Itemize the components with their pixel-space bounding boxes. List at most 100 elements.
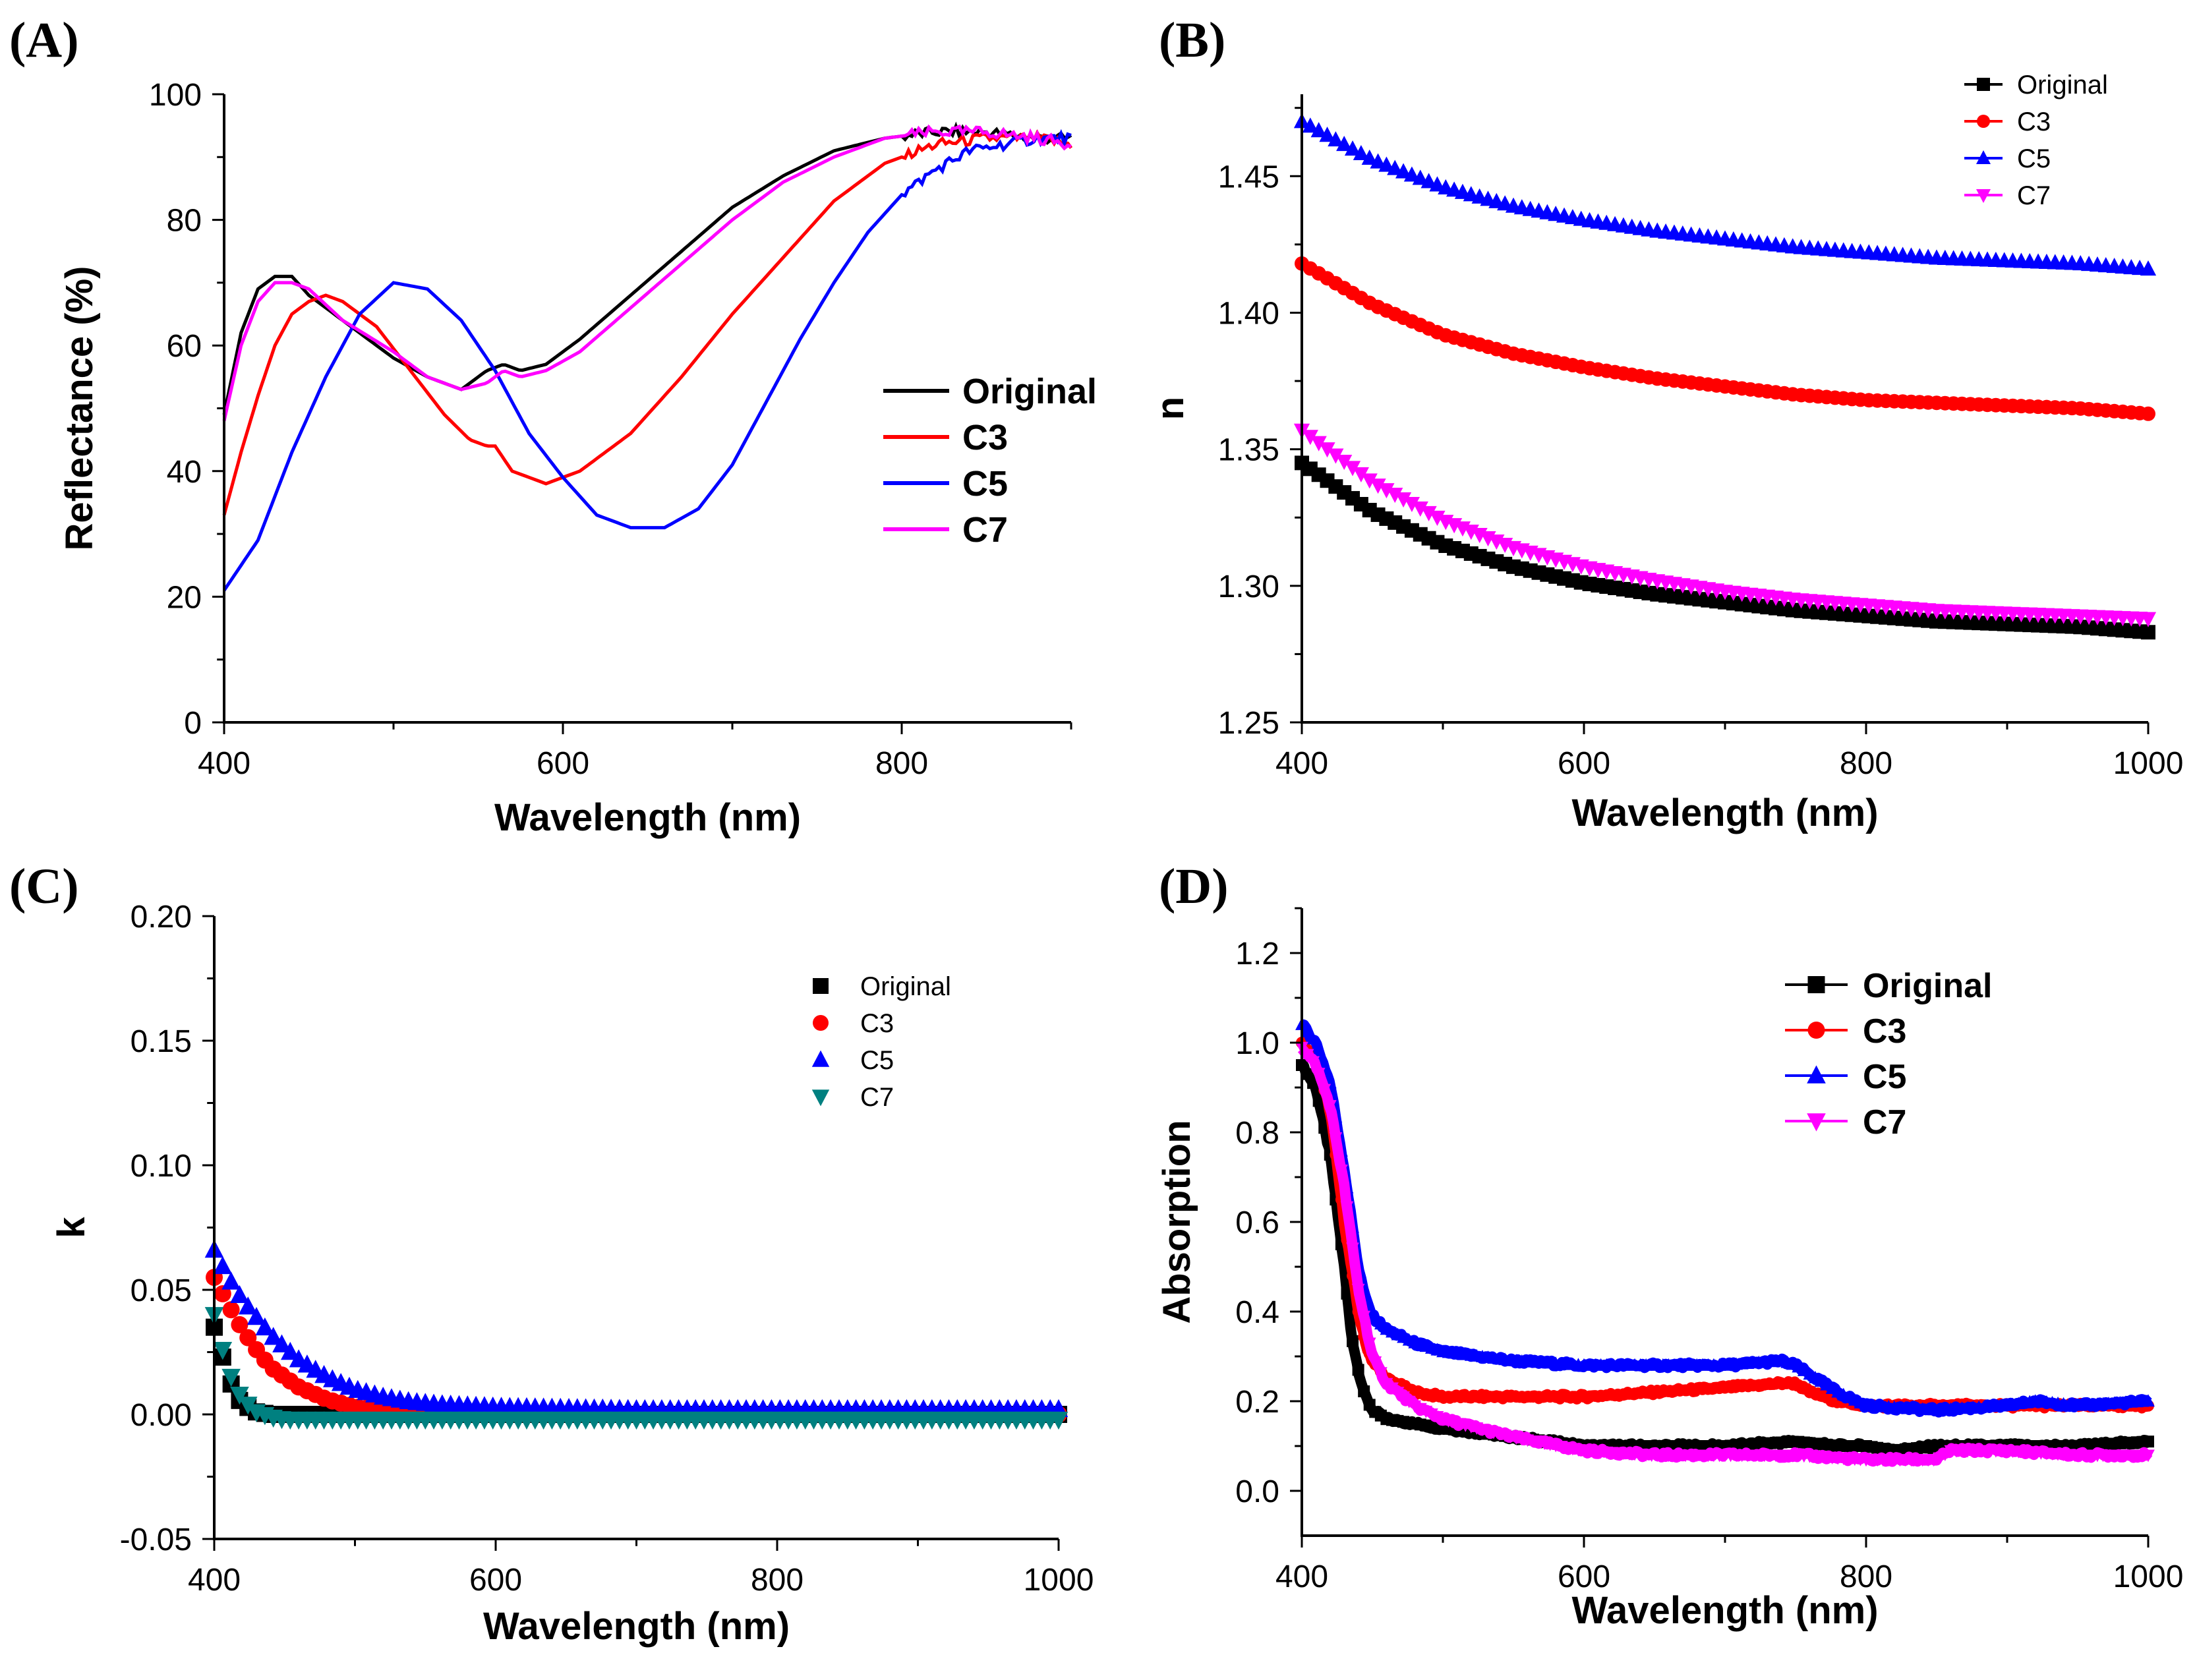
x-tick-label: 600 [537, 746, 589, 781]
series-c5-point [2140, 260, 2157, 276]
series-c5-point [1312, 1043, 1326, 1057]
legend: Original C3 C5 C7 [811, 972, 951, 1112]
series-c5-point [1370, 153, 1386, 169]
panel-1: (A) 400 600 800 0 20 40 60 80 100 Wavelength (nm) R… [9, 13, 1097, 839]
series-c5-point [213, 1256, 233, 1275]
legend-label-c3: C3 [1863, 1012, 1906, 1051]
series-group [1295, 1018, 2155, 1467]
legend-marker-c3 [1807, 1022, 1825, 1039]
y-axis-title: k [50, 1217, 93, 1238]
series-c5-point [272, 1334, 291, 1352]
y-tick-label: 1.40 [1218, 296, 1279, 331]
series-c5-point [1403, 166, 1420, 182]
y-tick-label: 1.35 [1218, 433, 1279, 468]
series-c3 [1295, 256, 2155, 421]
series-c7-point [1403, 496, 1420, 513]
series-c5-point [1420, 173, 1437, 188]
legend-marker-c5 [811, 1050, 830, 1067]
legend-label-c7: C7 [2017, 181, 2051, 210]
legend-marker-c5 [1976, 150, 1991, 164]
y-tick-label: 0.10 [131, 1149, 192, 1184]
series-c7-point [1362, 1337, 1376, 1350]
x-tick-label: 600 [469, 1563, 522, 1598]
y-tick-label: 40 [167, 455, 202, 490]
legend-label-original: Original [860, 972, 951, 1001]
y-tick-label: 1.2 [1235, 937, 1279, 971]
series-c5-point [221, 1271, 241, 1290]
legend-label-c5: C5 [2017, 144, 2051, 173]
legend-marker-c7 [1807, 1113, 1826, 1132]
series-c7-point [2140, 612, 2157, 627]
series-c5-point [2142, 1394, 2155, 1407]
legend-marker-c3 [1977, 115, 1990, 128]
series-c7-point [1351, 1283, 1365, 1296]
series-c7-point [2142, 1449, 2155, 1463]
series-c3-point [2141, 406, 2155, 421]
series-c5-point [238, 1296, 258, 1315]
legend-label-c7: C7 [1863, 1103, 1906, 1142]
series-c7-point [1329, 1132, 1343, 1145]
series-c7-point [1335, 1165, 1348, 1177]
legend-label-c3: C3 [962, 418, 1008, 457]
legend-label-c5: C5 [962, 464, 1008, 504]
y-tick-label: 1.30 [1218, 569, 1279, 604]
series-c7-point [1368, 1356, 1382, 1369]
y-tick-label: 0.6 [1235, 1205, 1279, 1240]
series-c7-point [221, 1368, 241, 1387]
series-c5-point [1395, 163, 1412, 179]
x-axis-title: Wavelength (nm) [494, 796, 801, 839]
x-tick-label: 800 [1840, 746, 1892, 781]
series-c7-point [1318, 1084, 1332, 1097]
series-c3-point [239, 1329, 257, 1347]
series-c5-point [1310, 122, 1327, 138]
series-c5-line [1299, 1019, 2152, 1418]
series-c7-point [1346, 1242, 1359, 1256]
series-c7-point [1378, 483, 1395, 499]
series-c5-point [247, 1306, 266, 1325]
y-tick-label: 60 [167, 329, 202, 364]
y-tick-label: 20 [167, 580, 202, 615]
series-original [1295, 455, 2155, 640]
series-c5-point [1368, 1312, 1382, 1324]
series-original-point [2142, 1435, 2154, 1448]
x-tick-label: 600 [1558, 1559, 1610, 1594]
series-c7-point [1049, 1411, 1068, 1430]
panel-label: (C) [9, 859, 79, 914]
x-tick-label: 400 [1275, 1559, 1328, 1594]
series-c7-point [1336, 454, 1353, 471]
series-c5 [1295, 1018, 2155, 1418]
panel-label: (B) [1159, 13, 1225, 68]
y-tick-label: 1.0 [1235, 1026, 1279, 1061]
series-c7-point [1323, 1100, 1337, 1113]
series-c3 [1296, 1037, 2154, 1414]
series-c7 [1293, 423, 2157, 627]
series-c7-point [1357, 1310, 1371, 1323]
legend-label-original: Original [962, 372, 1097, 411]
series-original-point [1358, 1385, 1370, 1398]
y-tick-label: 0.0 [1235, 1474, 1279, 1509]
series-c7-point [1380, 1377, 1393, 1391]
y-axis-title: Absorption [1156, 1120, 1198, 1323]
x-tick-label: 800 [751, 1563, 804, 1598]
series-c7 [204, 1307, 1068, 1430]
y-tick-label: 0.8 [1235, 1116, 1279, 1151]
y-tick-label: 0 [184, 706, 202, 741]
panel-4: (D) 400 600 800 1000 0.0 0.2 0.4 0.6 0.8 1.0 1.2 Wav… [1156, 859, 2183, 1632]
y-axis-title: n [1149, 397, 1192, 420]
y-tick-label: 80 [167, 204, 202, 239]
legend-label-c3: C3 [2017, 107, 2051, 136]
y-tick-label: 1.45 [1218, 159, 1279, 194]
series-c7-point [1344, 461, 1361, 477]
x-tick-label: 800 [875, 746, 928, 781]
x-tick-label: 600 [1558, 746, 1610, 781]
x-tick-label: 400 [188, 1563, 241, 1598]
series-c7-point [1306, 1056, 1320, 1069]
series-c7-line [222, 124, 1072, 422]
x-axis-title: Wavelength (nm) [1571, 792, 1878, 834]
x-axis-title: Wavelength (nm) [1571, 1589, 1878, 1632]
series-original-point [1347, 1335, 1359, 1347]
series-c5-point [264, 1327, 283, 1345]
panel-label: (D) [1159, 859, 1229, 914]
series-c3-point [231, 1316, 249, 1333]
